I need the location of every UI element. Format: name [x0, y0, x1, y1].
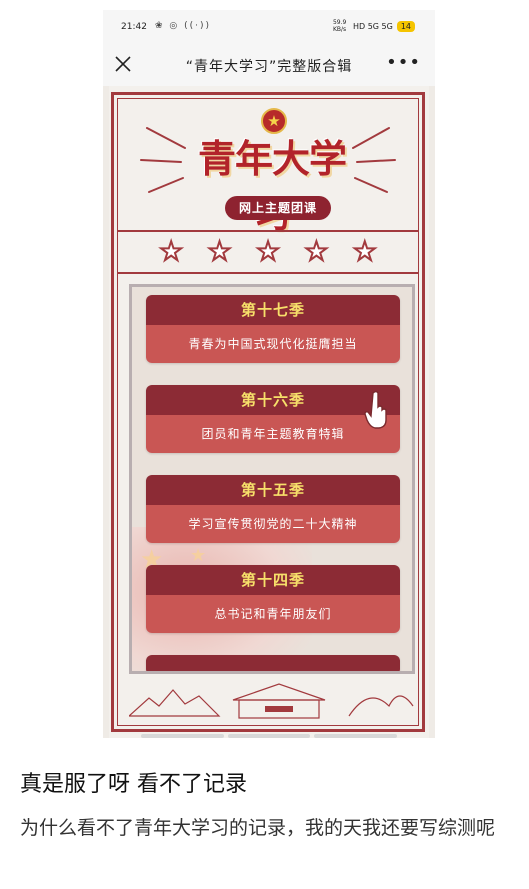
signal-icon: HD 5G 5G: [352, 21, 393, 31]
indicator-segment: [314, 734, 398, 738]
season-subtitle: 总书记和青年朋友们: [146, 595, 400, 633]
poster-logo: 青年大学习: [197, 136, 347, 236]
season-title: 第十五季: [146, 475, 400, 505]
article-navbar: “青年大学习”完整版合辑 •••: [103, 44, 435, 86]
star-icon: ★: [352, 236, 377, 268]
carousel-indicator: [141, 734, 398, 738]
star-icon: ★: [255, 236, 280, 268]
season-title: 第十七季: [146, 295, 400, 325]
page-title: “青年大学习”完整版合辑: [185, 59, 353, 75]
close-icon[interactable]: [113, 54, 133, 74]
emblem-icon: ★: [261, 108, 287, 134]
star-icon: ★: [207, 236, 232, 268]
season-card[interactable]: 第十六季 团员和青年主题教育特辑: [146, 385, 400, 453]
indicator-segment: [227, 734, 311, 738]
season-subtitle: 青春为中国式现代化挺膺担当: [146, 325, 400, 363]
season-card[interactable]: 第十五季 学习宣传贯彻党的二十大精神: [146, 475, 400, 543]
status-indicators: ❀ ◎ ((·)): [155, 21, 212, 31]
season-title: 第十六季: [146, 385, 400, 415]
indicator-segment: [141, 734, 224, 738]
subtitle-badge: 网上主题团课: [225, 196, 331, 220]
status-time: 21:42: [121, 22, 147, 32]
status-right: 59.9 KB/s HD 5G 5G 14: [333, 19, 415, 33]
star-icon: ★: [304, 236, 329, 268]
poster-inner-frame: [117, 98, 419, 726]
season-subtitle: 团员和青年主题教育特辑: [146, 415, 400, 453]
post-body: 为什么看不了青年大学习的记录，我的天我还要写综测呢: [20, 817, 496, 839]
battery-icon: 14: [396, 20, 415, 32]
status-bar: 21:42 ❀ ◎ ((·)) 59.9 KB/s HD 5G 5G 14: [103, 10, 435, 44]
poster-frame: [111, 92, 425, 732]
phone-screenshot: 21:42 ❀ ◎ ((·)) 59.9 KB/s HD 5G 5G 14 “青…: [103, 10, 435, 738]
season-card[interactable]: 第十四季 总书记和青年朋友们: [146, 565, 400, 633]
post-title: 真是服了呀 看不了记录: [20, 772, 247, 797]
pointer-hand-icon: [364, 390, 387, 429]
ray-decoration: [140, 127, 396, 193]
season-subtitle: 学习宣传贯彻党的二十大精神: [146, 505, 400, 543]
season-card[interactable]: 第十七季 青春为中国式现代化挺膺担当: [146, 295, 400, 363]
poster-image: ★ 青年大学习 网上主题团课 ★ ★ ★ ★ ★ ★ ★ 第十七季 青春为中国式…: [109, 86, 429, 738]
network-speed: 59.9 KB/s: [332, 19, 347, 33]
more-icon[interactable]: •••: [386, 52, 421, 73]
season-title-partial: [146, 655, 400, 671]
poster-header: ★ 青年大学习 网上主题团课: [117, 98, 419, 236]
flag-star-icon: ★: [190, 545, 207, 566]
season-title: 第十四季: [146, 565, 400, 595]
star-row: ★ ★ ★ ★ ★: [117, 230, 419, 274]
season-card-partial[interactable]: [146, 655, 400, 671]
season-list-panel[interactable]: ★ ★ 第十七季 青春为中国式现代化挺膺担当 第十六季 团员和青年主题教育特辑 …: [129, 284, 415, 674]
landmark-decoration: [129, 683, 414, 719]
star-icon: ★: [159, 236, 184, 268]
